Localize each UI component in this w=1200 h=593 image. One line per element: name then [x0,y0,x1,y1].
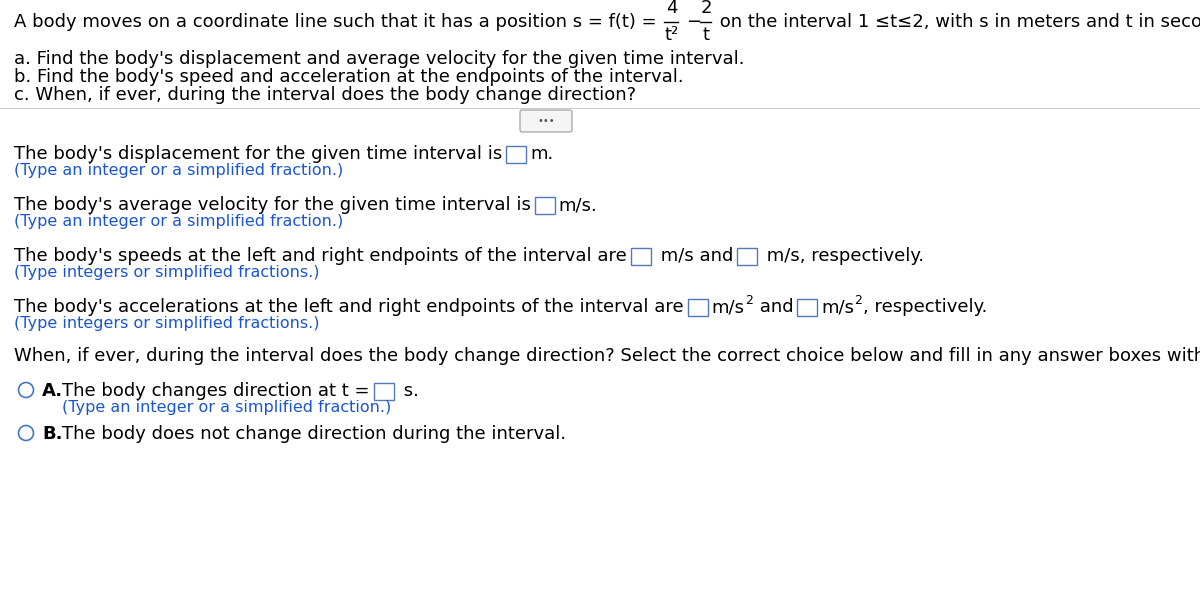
Text: c. When, if ever, during the interval does the body change direction?: c. When, if ever, during the interval do… [14,86,636,104]
Text: The body changes direction at t =: The body changes direction at t = [62,382,370,400]
Text: 2: 2 [745,294,752,307]
Text: (Type integers or simplified fractions.): (Type integers or simplified fractions.) [14,316,319,331]
Text: t²: t² [665,26,678,44]
Text: A body moves on a coordinate line such that it has a position s = f(t) =: A body moves on a coordinate line such t… [14,13,662,31]
Text: B.: B. [42,425,62,443]
Text: The body's average velocity for the given time interval is: The body's average velocity for the give… [14,196,530,214]
Text: 2: 2 [700,0,712,17]
Text: on the interval 1 ≤t≤2, with s in meters and t in seconds.: on the interval 1 ≤t≤2, with s in meters… [714,13,1200,31]
FancyBboxPatch shape [535,197,554,214]
Text: (Type an integer or a simplified fraction.): (Type an integer or a simplified fractio… [14,214,343,229]
Text: The body does not change direction during the interval.: The body does not change direction durin… [62,425,566,443]
Text: (Type an integer or a simplified fraction.): (Type an integer or a simplified fractio… [62,400,391,415]
Text: The body's speeds at the left and right endpoints of the interval are: The body's speeds at the left and right … [14,247,626,265]
Text: m/s: m/s [712,298,745,316]
Text: (Type an integer or a simplified fraction.): (Type an integer or a simplified fractio… [14,163,343,178]
Text: (Type integers or simplified fractions.): (Type integers or simplified fractions.) [14,265,319,280]
Text: When, if ever, during the interval does the body change direction? Select the co: When, if ever, during the interval does … [14,347,1200,365]
Text: m/s and: m/s and [655,247,733,265]
Text: 4: 4 [666,0,677,17]
Text: , respectively.: , respectively. [863,298,988,316]
Text: and: and [754,298,793,316]
Text: The body's accelerations at the left and right endpoints of the interval are: The body's accelerations at the left and… [14,298,684,316]
FancyBboxPatch shape [797,299,817,316]
Text: •••: ••• [538,116,554,126]
Text: −: − [686,13,702,31]
Text: A.: A. [42,382,64,400]
FancyBboxPatch shape [688,299,708,316]
FancyBboxPatch shape [506,146,527,163]
Text: t: t [702,26,709,44]
Text: m/s, respectively.: m/s, respectively. [761,247,924,265]
Text: s.: s. [397,382,419,400]
Text: m.: m. [530,145,553,163]
Text: 2: 2 [854,294,862,307]
FancyBboxPatch shape [631,248,650,265]
Text: m/s: m/s [821,298,854,316]
FancyBboxPatch shape [520,110,572,132]
FancyBboxPatch shape [373,383,394,400]
Text: b. Find the body's speed and acceleration at the endpoints of the interval.: b. Find the body's speed and acceleratio… [14,68,684,86]
Text: The body's displacement for the given time interval is: The body's displacement for the given ti… [14,145,503,163]
Text: m/s.: m/s. [559,196,598,214]
FancyBboxPatch shape [737,248,757,265]
Text: a. Find the body's displacement and average velocity for the given time interval: a. Find the body's displacement and aver… [14,50,744,68]
